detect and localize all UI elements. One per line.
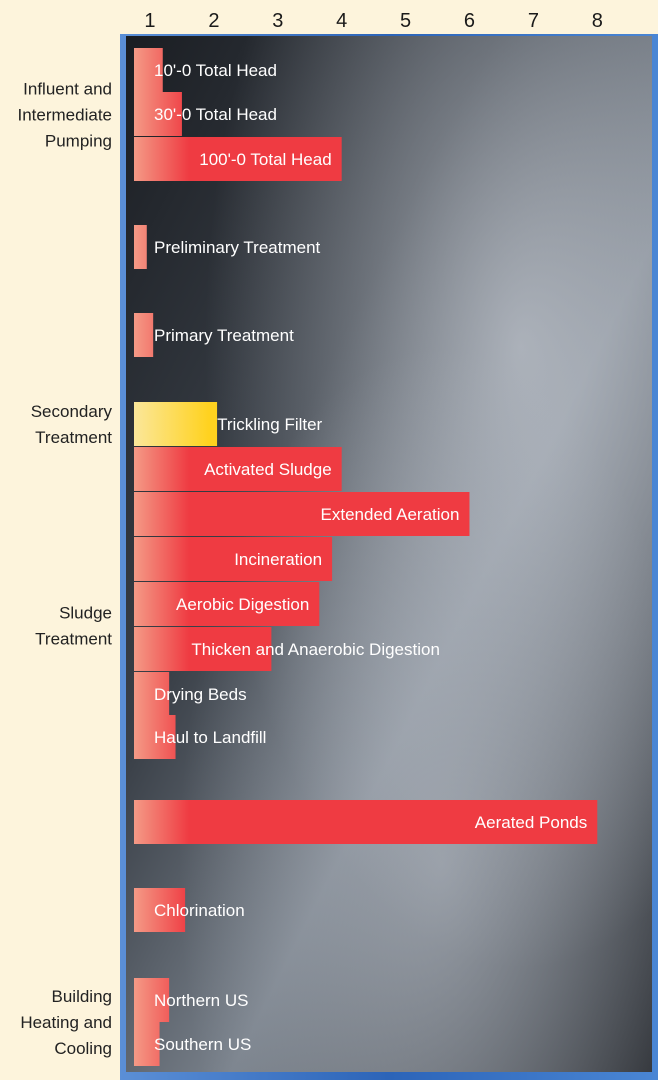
bar bbox=[134, 627, 272, 671]
x-tick-label: 5 bbox=[400, 10, 411, 32]
bar-label: Southern US bbox=[154, 1035, 251, 1054]
bar bbox=[134, 225, 147, 269]
x-tick-label: 2 bbox=[208, 10, 219, 32]
x-tick-label: 8 bbox=[592, 10, 603, 32]
bar bbox=[134, 492, 470, 536]
bar-label: Aerated Ponds bbox=[475, 813, 587, 832]
bar bbox=[134, 1022, 160, 1066]
bar bbox=[134, 447, 342, 491]
bar-label: Drying Beds bbox=[154, 685, 247, 704]
bar bbox=[134, 48, 163, 92]
category-group-label: Sludge Treatment bbox=[35, 604, 112, 649]
category-group-label: Building Heating and Cooling bbox=[20, 987, 112, 1058]
category-group-label: Secondary Treatment bbox=[31, 402, 113, 447]
bar-label: Trickling Filter bbox=[217, 415, 322, 434]
bar bbox=[134, 582, 320, 626]
x-tick-label: 7 bbox=[528, 10, 539, 32]
bar bbox=[134, 715, 176, 759]
x-tick-label: 1 bbox=[144, 10, 155, 32]
bar bbox=[134, 888, 186, 932]
bar-label: Activated Sludge bbox=[204, 460, 332, 479]
bar-label: Preliminary Treatment bbox=[154, 238, 321, 257]
bar bbox=[134, 537, 333, 581]
bar-label: Northern US bbox=[154, 991, 248, 1010]
bar-label: 100'-0 Total Head bbox=[199, 150, 331, 169]
bar-label: Haul to Landfill bbox=[154, 728, 266, 747]
bar bbox=[134, 672, 170, 716]
bar-label: Chlorination bbox=[154, 901, 245, 920]
bar bbox=[134, 978, 170, 1022]
bar bbox=[134, 313, 154, 357]
bar-label: Extended Aeration bbox=[321, 505, 460, 524]
category-group-label: Influent and Intermediate Pumping bbox=[18, 80, 113, 151]
x-tick-label: 3 bbox=[272, 10, 283, 32]
x-tick-label: 4 bbox=[336, 10, 347, 32]
bar-label: Thicken and Anaerobic Digestion bbox=[191, 640, 440, 659]
bar-label: Primary Treatment bbox=[154, 326, 294, 345]
bar-label: 10'-0 Total Head bbox=[154, 61, 277, 80]
bar-label: 30'-0 Total Head bbox=[154, 105, 277, 124]
bar bbox=[134, 92, 182, 136]
bar bbox=[134, 137, 342, 181]
bar bbox=[134, 800, 598, 844]
bar bbox=[134, 402, 218, 446]
bar-label: Aerobic Digestion bbox=[176, 595, 309, 614]
x-tick-label: 6 bbox=[464, 10, 475, 32]
bar-label: Incineration bbox=[234, 550, 322, 569]
